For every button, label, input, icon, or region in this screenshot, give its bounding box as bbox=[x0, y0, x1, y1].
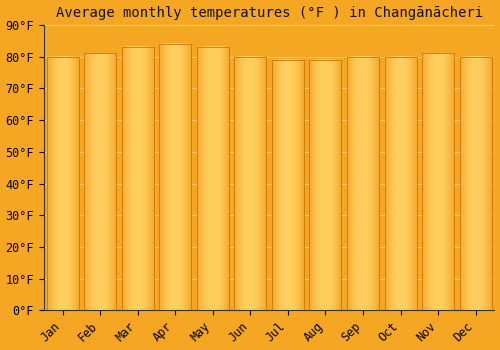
Bar bbox=[460, 57, 492, 310]
Bar bbox=[272, 60, 304, 310]
Bar bbox=[122, 47, 154, 310]
Bar bbox=[384, 57, 416, 310]
Bar bbox=[234, 57, 266, 310]
Bar bbox=[46, 57, 78, 310]
Bar bbox=[160, 44, 191, 310]
Bar bbox=[310, 60, 342, 310]
Title: Average monthly temperatures (°F ) in Changānācheri: Average monthly temperatures (°F ) in Ch… bbox=[56, 6, 482, 20]
Bar bbox=[84, 54, 116, 310]
Bar bbox=[422, 54, 454, 310]
Bar bbox=[347, 57, 379, 310]
Bar bbox=[197, 47, 228, 310]
